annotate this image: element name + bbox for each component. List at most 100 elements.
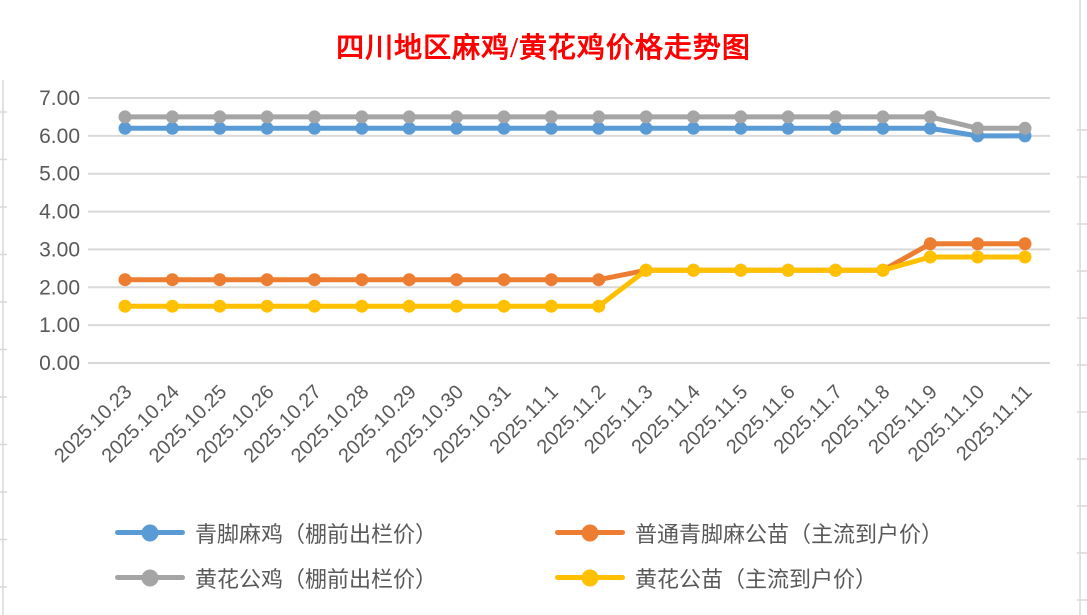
data-point-marker (592, 121, 606, 135)
data-point-marker (118, 121, 132, 135)
data-point-marker (781, 110, 795, 124)
data-point-marker (450, 273, 464, 287)
data-point-marker (923, 110, 937, 124)
data-point-marker (923, 237, 937, 251)
data-point-marker (639, 110, 653, 124)
data-point-marker (260, 110, 274, 124)
data-point-marker (1018, 250, 1032, 264)
series-2 (118, 110, 1032, 135)
data-point-marker (260, 273, 274, 287)
data-point-marker (781, 121, 795, 135)
data-point-marker (165, 273, 179, 287)
data-point-marker (923, 250, 937, 264)
data-point-marker (355, 273, 369, 287)
data-point-marker (781, 263, 795, 277)
data-point-marker (876, 110, 890, 124)
data-point-marker (592, 273, 606, 287)
y-tick-label: 0.00 (39, 352, 80, 375)
data-point-marker (497, 121, 511, 135)
legend-item-huanghua-gongji: 黄花公鸡（棚前出栏价） (115, 562, 555, 594)
data-point-marker (355, 299, 369, 313)
data-point-marker (307, 121, 321, 135)
legend-line-marker-icon (115, 524, 185, 541)
data-point-marker (213, 110, 227, 124)
data-point-marker (497, 299, 511, 313)
data-point-marker (971, 250, 985, 264)
y-tick-label: 1.00 (39, 314, 80, 337)
data-point-marker (876, 121, 890, 135)
data-point-marker (544, 273, 558, 287)
legend-line-marker-icon (555, 569, 625, 586)
y-axis-labels: 0.00 1.00 2.00 3.00 4.00 5.00 6.00 7.00 (39, 87, 80, 375)
gridlines (88, 97, 1050, 364)
legend-label: 黄花公苗（主流到户价） (635, 566, 878, 592)
data-point-marker (260, 121, 274, 135)
y-tick-label: 7.00 (39, 87, 80, 110)
data-point-marker (544, 299, 558, 313)
data-point-marker (450, 121, 464, 135)
data-point-marker (213, 299, 227, 313)
data-point-marker (829, 121, 843, 135)
data-point-marker (734, 110, 748, 124)
y-tick-label: 2.00 (39, 276, 80, 299)
data-point-marker (118, 299, 132, 313)
data-point-marker (260, 299, 274, 313)
legend-label: 黄花公鸡（棚前出栏价） (195, 566, 438, 592)
data-point-marker (686, 121, 700, 135)
data-point-marker (165, 121, 179, 135)
data-point-marker (307, 273, 321, 287)
data-point-marker (1018, 237, 1032, 251)
y-tick-label: 5.00 (39, 163, 80, 186)
data-point-marker (686, 263, 700, 277)
chart-title: 四川地区麻鸡/黄花鸡价格走势图 (336, 33, 751, 64)
series-line (122, 254, 1028, 309)
data-point-marker (307, 110, 321, 124)
data-point-marker (213, 121, 227, 135)
series-line (122, 114, 1028, 131)
data-point-marker (876, 263, 890, 277)
data-point-marker (1018, 121, 1032, 135)
data-point-marker (450, 110, 464, 124)
series-0 (118, 121, 1032, 143)
legend-label: 普通青脚麻公苗（主流到户价） (635, 521, 944, 547)
data-point-marker (402, 121, 416, 135)
data-point-marker (686, 110, 700, 124)
legend: 青脚麻鸡（棚前出栏价） 普通青脚麻公苗（主流到户价） 黄花公鸡（棚前出栏价） 黄… (0, 510, 1087, 600)
data-point-marker (497, 110, 511, 124)
series-3 (118, 250, 1032, 313)
data-point-marker (592, 110, 606, 124)
data-point-marker (592, 299, 606, 313)
data-point-marker (307, 299, 321, 313)
data-point-marker (639, 121, 653, 135)
y-tick-label: 6.00 (39, 125, 80, 148)
data-point-marker (971, 237, 985, 251)
data-point-marker (402, 273, 416, 287)
legend-item-qingjiao-maji: 青脚麻鸡（棚前出栏价） (115, 517, 555, 549)
data-point-marker (639, 263, 653, 277)
legend-label: 青脚麻鸡（棚前出栏价） (195, 521, 438, 547)
data-point-marker (734, 121, 748, 135)
legend-row-1: 青脚麻鸡（棚前出栏价） 普通青脚麻公苗（主流到户价） (0, 510, 1087, 555)
data-point-marker (118, 110, 132, 124)
legend-row-2: 黄花公鸡（棚前出栏价） 黄花公苗（主流到户价） (0, 555, 1087, 600)
legend-line-marker-icon (115, 569, 185, 586)
data-point-marker (118, 273, 132, 287)
data-point-marker (497, 273, 511, 287)
legend-item-qingjiao-gongmiao: 普通青脚麻公苗（主流到户价） (555, 517, 1087, 549)
data-point-marker (544, 110, 558, 124)
series-1 (118, 237, 1032, 287)
y-tick-label: 3.00 (39, 238, 80, 261)
series-line (122, 125, 1028, 139)
data-point-marker (829, 110, 843, 124)
data-point-marker (734, 263, 748, 277)
data-point-marker (450, 299, 464, 313)
data-point-marker (402, 110, 416, 124)
data-point-marker (544, 121, 558, 135)
legend-item-huanghua-gongmiao: 黄花公苗（主流到户价） (555, 562, 1087, 594)
data-point-marker (971, 121, 985, 135)
legend-line-marker-icon (555, 524, 625, 541)
data-point-marker (923, 121, 937, 135)
